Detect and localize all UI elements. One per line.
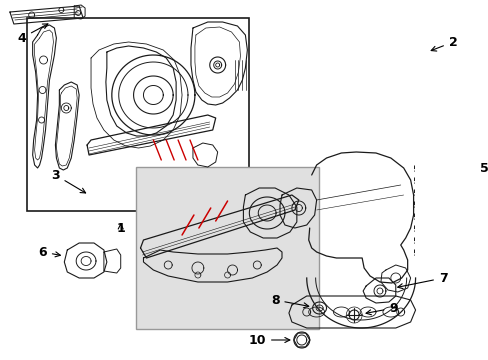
Text: 8: 8 bbox=[270, 293, 308, 308]
Text: 1: 1 bbox=[116, 221, 125, 234]
Text: 9: 9 bbox=[366, 302, 397, 315]
Text: 4: 4 bbox=[18, 24, 48, 45]
Bar bbox=[135, 167, 318, 329]
Text: 6: 6 bbox=[38, 246, 60, 258]
Bar bbox=[27, 18, 249, 211]
Text: 2: 2 bbox=[430, 36, 457, 51]
Text: 5: 5 bbox=[480, 162, 488, 175]
Text: 7: 7 bbox=[397, 271, 447, 289]
Text: 10: 10 bbox=[248, 333, 289, 346]
Text: 3: 3 bbox=[51, 168, 85, 193]
